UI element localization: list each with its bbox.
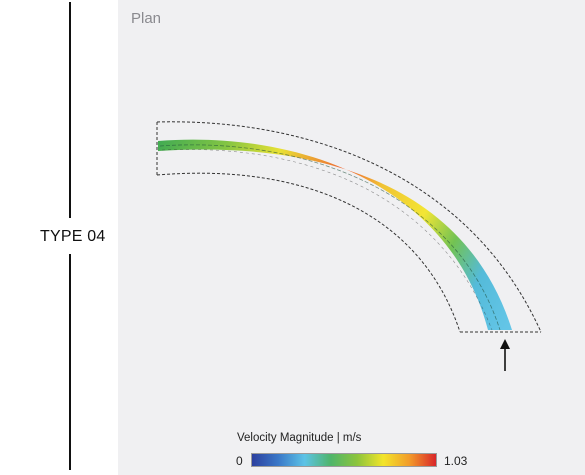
divider-line-top xyxy=(69,2,71,218)
channel-outline-outer xyxy=(156,121,542,333)
channel-outline-inner xyxy=(156,172,461,333)
plan-panel xyxy=(118,0,585,475)
legend-min-label: 0 xyxy=(236,454,243,468)
legend-title: Velocity Magnitude | m/s xyxy=(237,432,362,444)
legend-color-bar xyxy=(251,453,437,467)
divider-line-bottom xyxy=(69,254,71,470)
legend-max-label: 1.03 xyxy=(444,454,468,468)
inlet-arrow-icon xyxy=(500,339,510,371)
type-label: TYPE 04 xyxy=(40,226,106,248)
velocity-stream-streamline xyxy=(161,149,493,331)
velocity-stream-streamline xyxy=(159,144,501,331)
panel-title: Plan xyxy=(131,10,162,27)
velocity-stream xyxy=(158,139,512,330)
